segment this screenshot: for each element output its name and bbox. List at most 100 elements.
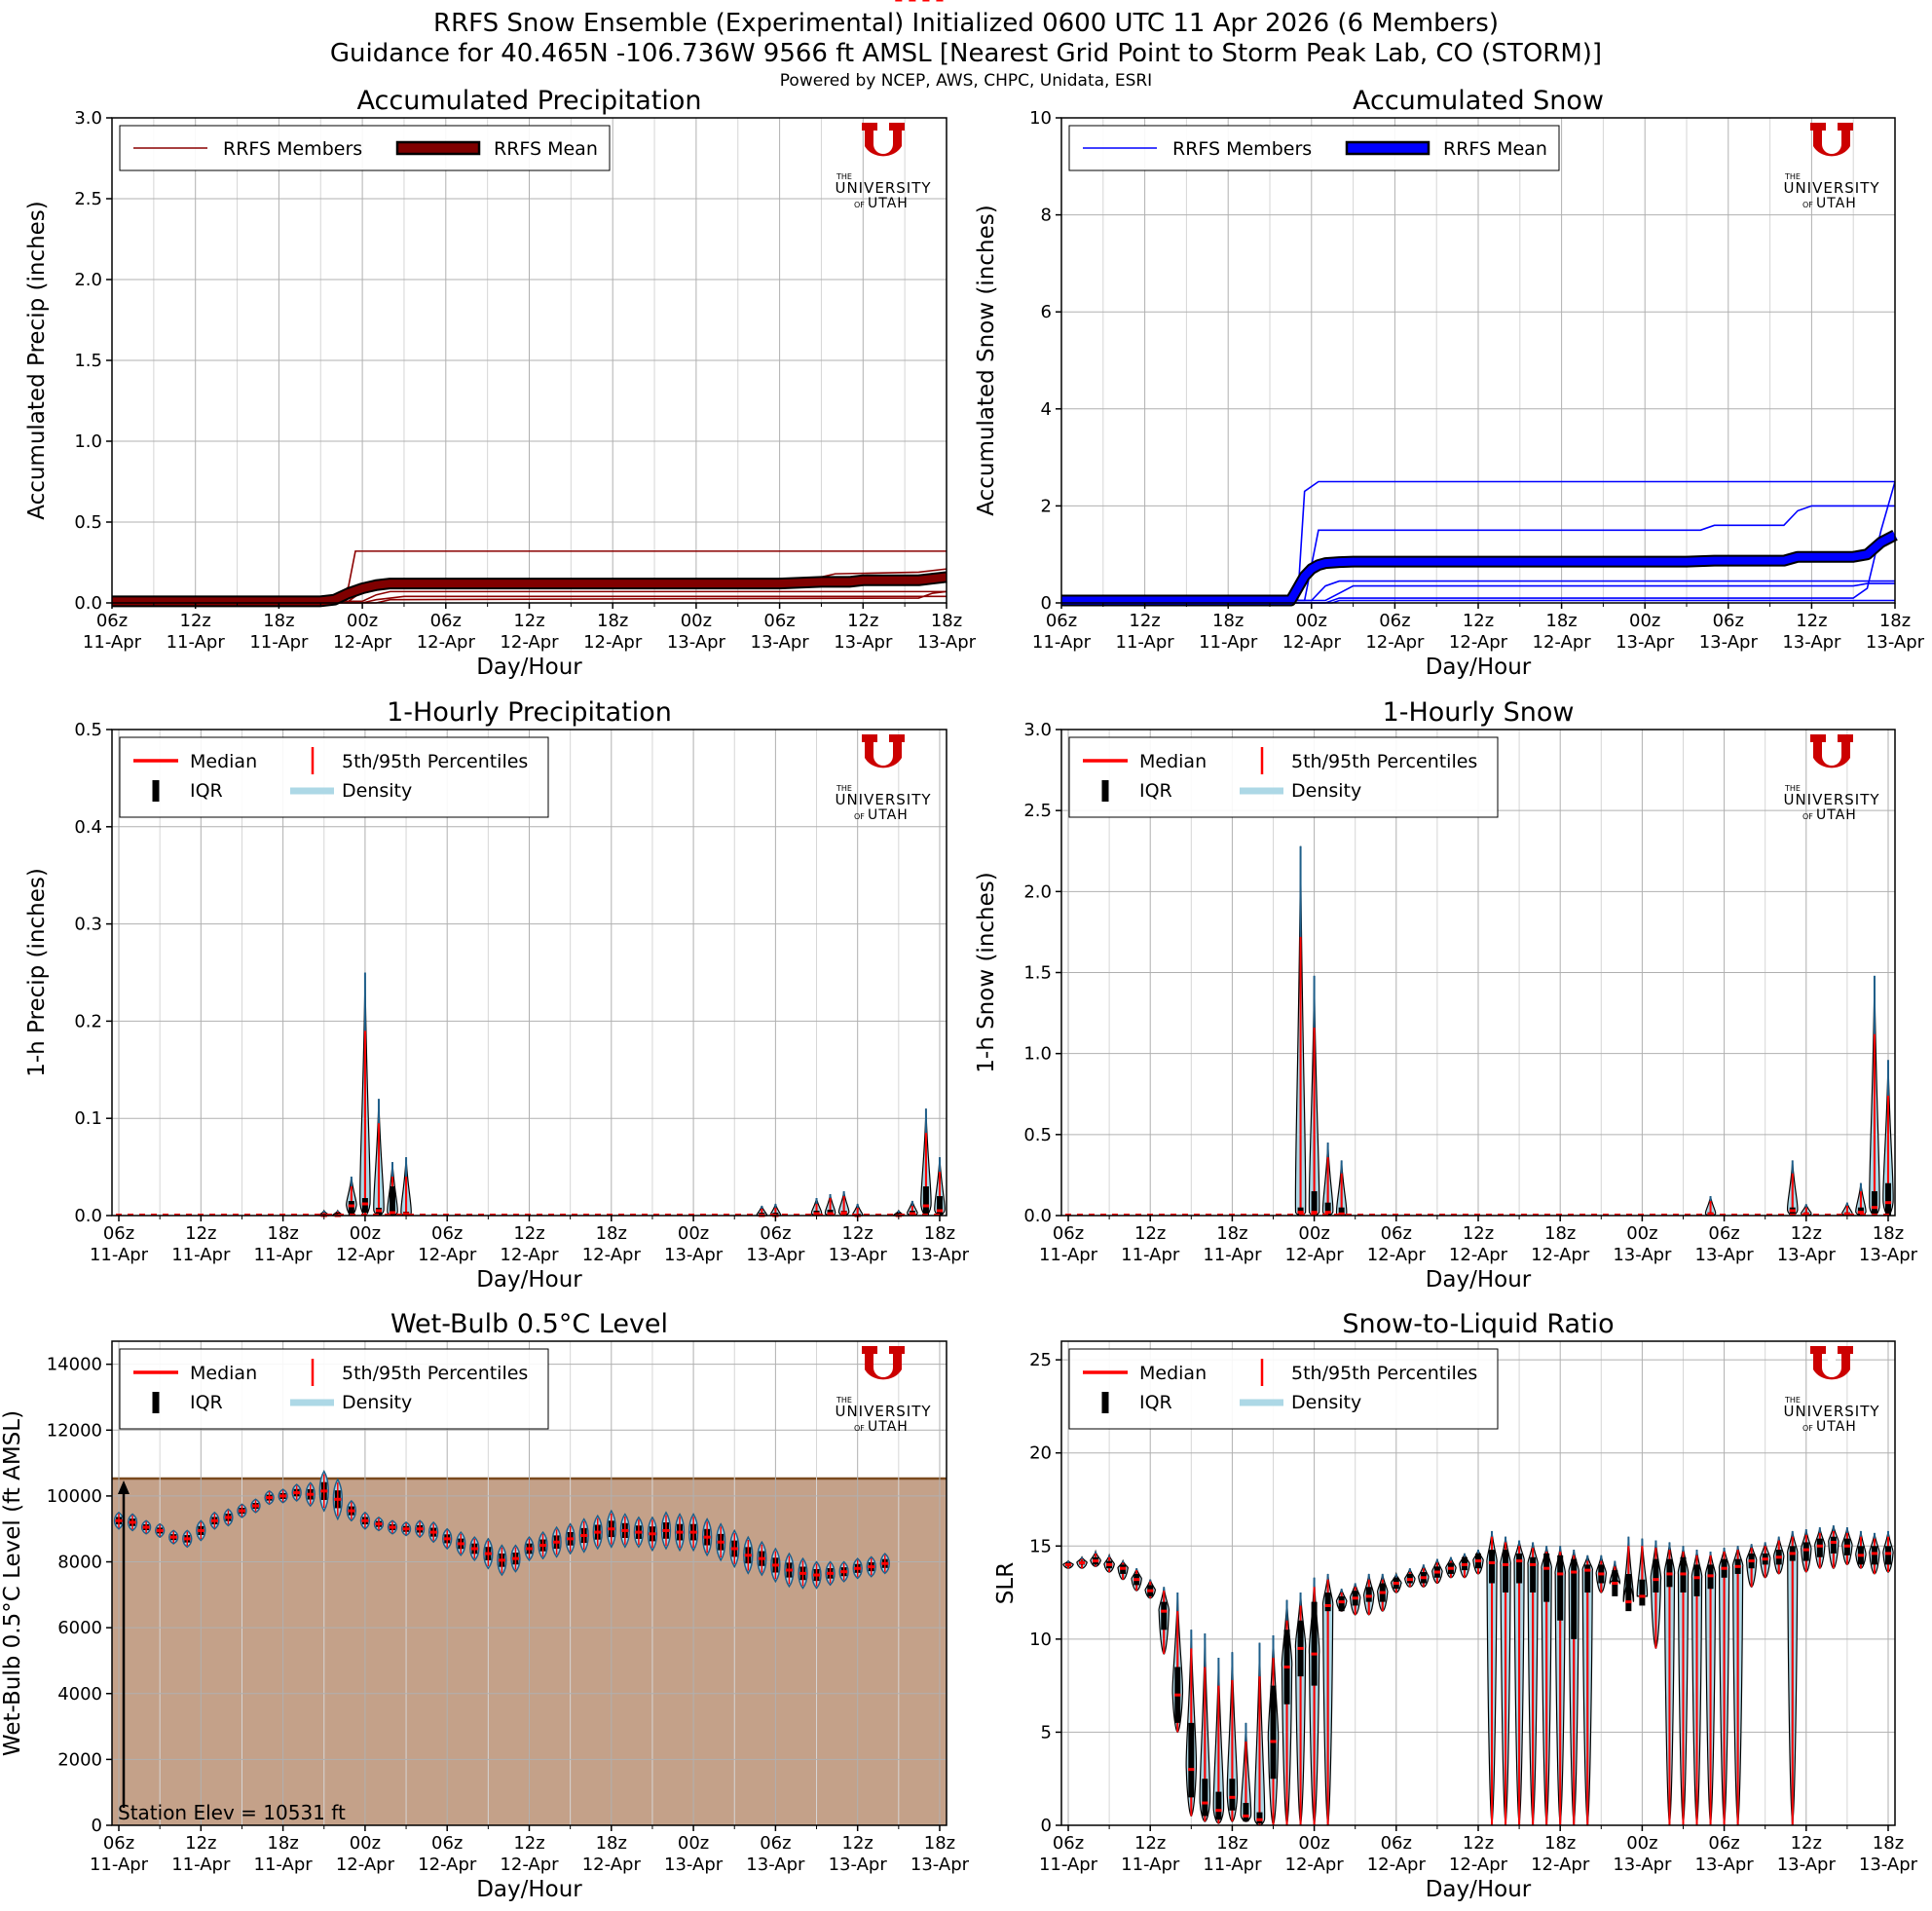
x-tick-label-bottom: 13-Apr [1613, 1245, 1672, 1265]
legend[interactable]: Median IQR 5th/95th Percentiles Density [120, 1349, 548, 1429]
x-tick-label-top: 18z [597, 611, 628, 631]
x-tick-label-top: 12z [1796, 611, 1827, 631]
x-tick-label-bottom: 13-Apr [664, 1855, 724, 1875]
x-tick-label-bottom: 11-Apr [171, 1245, 231, 1265]
x-tick-label-bottom: 12-Apr [417, 632, 476, 653]
x-tick-label-top: 12z [185, 1833, 216, 1854]
legend[interactable]: Median IQR 5th/95th Percentiles Density [1069, 737, 1498, 817]
x-tick-label-bottom: 12-Apr [1533, 632, 1592, 653]
x-tick-label-top: 06z [96, 611, 128, 631]
university-of-utah-logo: THEUNIVERSITY OF UTAH [835, 1346, 931, 1435]
legend[interactable]: RRFS Members RRFS Mean [1069, 126, 1559, 170]
panel-slr: 051015202506z11-Apr12z11-Apr18z11-Apr00z… [993, 1309, 1918, 1902]
legend-frame [120, 737, 548, 817]
legend-density-label: Density [342, 780, 412, 802]
y-tick-label: 25 [1029, 1350, 1052, 1370]
panel-wetbulb: Station Elev = 10531 ft 0 2000 4000 6000 8000… [0, 0, 970, 1902]
y-tick-label: 6 [1041, 302, 1052, 322]
panel-hourly_snow: 0.00.51.01.52.02.53.006z11-Apr12z11-Apr1… [974, 697, 1918, 1293]
x-tick-label-bottom: 11-Apr [1121, 1245, 1180, 1265]
legend[interactable]: Median IQR 5th/95th Percentiles Density [120, 737, 548, 817]
y-tick-label: 1.0 [74, 431, 102, 452]
x-tick-label-top: 18z [924, 1833, 955, 1854]
x-tick-label-top: 12z [1129, 611, 1160, 631]
y-tick-label: 0.0 [74, 1206, 102, 1226]
x-tick-label-top: 00z [678, 1223, 709, 1244]
x-tick-label-top: 00z [1629, 611, 1660, 631]
logo-of: OF [1802, 201, 1813, 209]
x-tick-label-top: 12z [1134, 1833, 1166, 1854]
logo-university: UNIVERSITY [1783, 1403, 1879, 1420]
legend[interactable]: RRFS Members RRFS Mean [120, 126, 610, 170]
data-marks [116, 973, 945, 1217]
x-tick-label-bottom: 13-Apr [664, 1245, 724, 1265]
x-tick-label-top: 18z [1544, 1833, 1576, 1854]
x-tick-label-top: 00z [1298, 1223, 1329, 1244]
y-tick-label: 1.0 [1023, 1044, 1052, 1065]
legend-member-label: RRFS Members [1172, 138, 1312, 160]
logo-of: OF [1802, 1424, 1813, 1433]
y-tick-label: 2.0 [74, 270, 102, 290]
chart-title: Wet-Bulb 0.5°C Level [390, 1309, 668, 1339]
x-tick-label-bottom: 11-Apr [254, 1855, 314, 1875]
x-tick-label-top: 18z [1216, 1223, 1247, 1244]
x-tick-label-bottom: 13-Apr [1777, 1245, 1837, 1265]
x-tick-label-bottom: 12-Apr [1367, 1855, 1427, 1875]
x-tick-label-top: 18z [267, 1833, 298, 1854]
logo-of: OF [854, 1424, 865, 1433]
y-tick-label: 0 [92, 1816, 102, 1836]
x-tick-label-bottom: 13-Apr [746, 1245, 805, 1265]
logo-of: OF [854, 201, 865, 209]
x-tick-label-top: 18z [1873, 1223, 1904, 1244]
x-tick-label-top: 12z [513, 1223, 544, 1244]
legend-median-label: Median [190, 1363, 257, 1384]
x-tick-label-bottom: 13-Apr [1782, 632, 1841, 653]
university-of-utah-logo: THEUNIVERSITY OF UTAH [1783, 123, 1879, 211]
x-tick-label-bottom: 12-Apr [1449, 632, 1508, 653]
panel-accum_precip: 0.00.51.01.52.02.53.006z11-Apr12z11-Apr1… [24, 86, 977, 680]
x-tick-label-top: 06z [760, 1833, 791, 1854]
x-tick-label-bottom: 12-Apr [1282, 632, 1342, 653]
x-tick-label-bottom: 11-Apr [90, 1245, 149, 1265]
x-tick-label-bottom: 13-Apr [746, 1855, 805, 1875]
y-axis-label: Accumulated Snow (inches) [974, 205, 999, 515]
x-tick-label-top: 18z [1544, 1223, 1576, 1244]
x-tick-label-bottom: 12-Apr [1365, 632, 1425, 653]
legend-iqr-label: IQR [1139, 1392, 1172, 1413]
x-tick-label-bottom: 13-Apr [667, 632, 726, 653]
x-tick-label-top: 06z [1381, 1223, 1412, 1244]
x-tick-label-top: 12z [1463, 1223, 1494, 1244]
x-tick-label-top: 06z [1379, 611, 1410, 631]
y-tick-label: 0.3 [74, 915, 102, 935]
x-tick-label-bottom: 12-Apr [583, 632, 643, 653]
chart-title: Accumulated Precipitation [357, 86, 702, 116]
x-tick-label-top: 00z [347, 611, 378, 631]
legend-iqr-label: IQR [190, 780, 223, 802]
y-tick-label: 0.5 [74, 512, 102, 533]
x-tick-label-bottom: 12-Apr [1285, 1855, 1345, 1875]
legend[interactable]: Median IQR 5th/95th Percentiles Density [1069, 1349, 1498, 1429]
x-tick-label-top: 06z [1381, 1833, 1412, 1854]
x-tick-label-top: 06z [763, 611, 795, 631]
x-tick-label-bottom: 13-Apr [834, 632, 893, 653]
legend-percentiles-label: 5th/95th Percentiles [1291, 751, 1477, 772]
x-tick-label-bottom: 11-Apr [90, 1855, 149, 1875]
x-tick-label-bottom: 12-Apr [500, 632, 559, 653]
legend-density-label: Density [342, 1392, 412, 1413]
x-tick-label-bottom: 13-Apr [1616, 632, 1675, 653]
x-tick-label-bottom: 13-Apr [917, 632, 977, 653]
legend-mean-label: RRFS Mean [1443, 138, 1547, 160]
utah-u-mark [862, 123, 905, 156]
legend-density-label: Density [1291, 1392, 1361, 1413]
logo-utah: UTAH [868, 196, 909, 211]
legend-percentiles-label: 5th/95th Percentiles [342, 751, 528, 772]
x-tick-label-bottom: 11-Apr [1121, 1855, 1180, 1875]
x-tick-label-bottom: 12-Apr [336, 1855, 395, 1875]
x-tick-label-top: 06z [103, 1833, 134, 1854]
logo-university: UNIVERSITY [835, 791, 931, 808]
x-tick-label-top: 00z [681, 611, 712, 631]
x-tick-label-bottom: 13-Apr [829, 1855, 888, 1875]
figure: RRFS Snow Ensemble (Experimental) Initia… [0, 0, 1932, 1911]
x-tick-label-bottom: 11-Apr [1116, 632, 1175, 653]
